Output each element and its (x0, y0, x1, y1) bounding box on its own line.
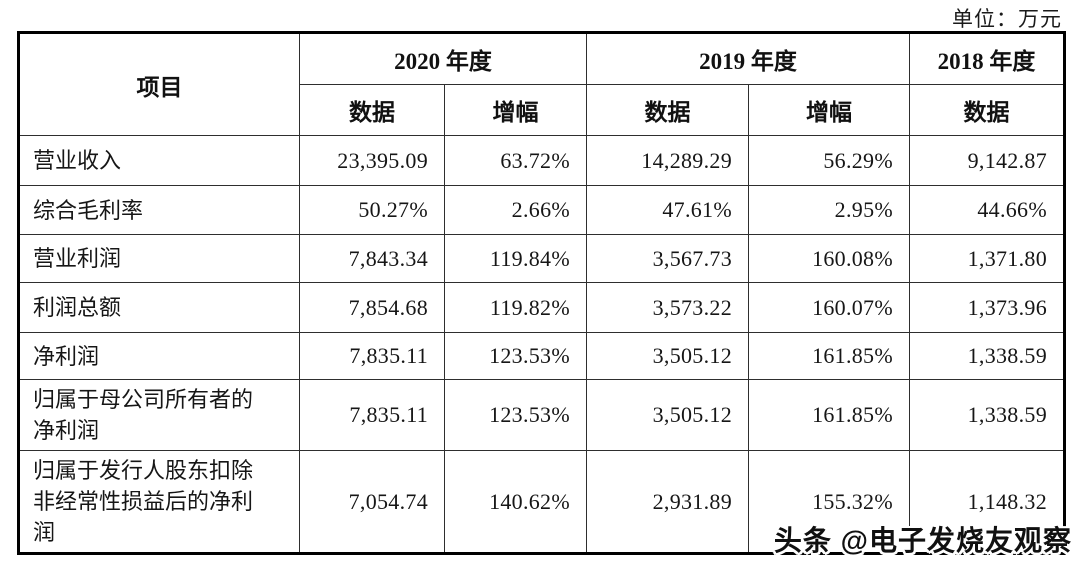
cell-2019-growth: 2.95% (748, 185, 910, 235)
cell-2020-data: 7,843.34 (299, 234, 445, 283)
col-subheader-2020-data: 数据 (299, 84, 445, 136)
cell-2020-growth: 119.84% (444, 234, 587, 283)
cell-2018-data: 1,148.32 (909, 450, 1065, 554)
cell-2020-data: 7,054.74 (299, 450, 445, 554)
cell-2020-growth: 140.62% (444, 450, 587, 554)
col-subheader-2019-growth: 增幅 (748, 84, 910, 136)
row-item-label: 营业利润 (18, 234, 300, 283)
cell-2020-growth: 123.53% (444, 332, 587, 380)
table-row: 综合毛利率 50.27% 2.66% 47.61% 2.95% 44.66% (18, 185, 1065, 235)
cell-2019-data: 14,289.29 (586, 135, 749, 186)
table-row: 营业收入 23,395.09 63.72% 14,289.29 56.29% 9… (18, 135, 1065, 186)
cell-2020-data: 7,835.11 (299, 379, 445, 451)
table-body: 营业收入 23,395.09 63.72% 14,289.29 56.29% 9… (18, 135, 1065, 554)
row-item-label: 归属于母公司所有者的净利润 (18, 379, 300, 451)
cell-2019-data: 3,567.73 (586, 234, 749, 283)
cell-2020-data: 23,395.09 (299, 135, 445, 186)
cell-2020-data: 7,854.68 (299, 282, 445, 333)
cell-2019-growth: 155.32% (748, 450, 910, 554)
cell-2019-data: 3,573.22 (586, 282, 749, 333)
cell-2019-data: 2,931.89 (586, 450, 749, 554)
table-row: 归属于发行人股东扣除非经常性损益后的净利润 7,054.74 140.62% 2… (18, 450, 1065, 554)
col-header-2018: 2018 年度 (909, 32, 1065, 85)
cell-2018-data: 1,338.59 (909, 379, 1065, 451)
table-row: 营业利润 7,843.34 119.84% 3,567.73 160.08% 1… (18, 234, 1065, 283)
cell-2020-data: 7,835.11 (299, 332, 445, 380)
cell-2020-growth: 2.66% (444, 185, 587, 235)
cell-2018-data: 1,338.59 (909, 332, 1065, 380)
table-row: 净利润 7,835.11 123.53% 3,505.12 161.85% 1,… (18, 332, 1065, 380)
cell-2019-data: 3,505.12 (586, 379, 749, 451)
watermark: 头条 @电子发烧友观察 (773, 525, 1072, 556)
cell-2019-growth: 161.85% (748, 332, 910, 380)
table-header: 项目 2020 年度 2019 年度 2018 年度 数据 增幅 数据 增幅 数… (18, 32, 1065, 136)
cell-2019-data: 3,505.12 (586, 332, 749, 380)
row-item-label: 归属于发行人股东扣除非经常性损益后的净利润 (18, 450, 300, 554)
row-item-label: 营业收入 (18, 135, 300, 186)
col-subheader-2019-data: 数据 (586, 84, 749, 136)
cell-2020-growth: 119.82% (444, 282, 587, 333)
table-row: 利润总额 7,854.68 119.82% 3,573.22 160.07% 1… (18, 282, 1065, 333)
col-subheader-2020-growth: 增幅 (444, 84, 587, 136)
cell-2019-growth: 160.08% (748, 234, 910, 283)
cell-2019-data: 47.61% (586, 185, 749, 235)
cell-2018-data: 1,371.80 (909, 234, 1065, 283)
row-item-label: 净利润 (18, 332, 300, 380)
cell-2018-data: 44.66% (909, 185, 1065, 235)
unit-label: 单位：万元 (952, 7, 1062, 31)
table-row: 归属于母公司所有者的净利润 7,835.11 123.53% 3,505.12 … (18, 379, 1065, 451)
col-subheader-2018-data: 数据 (909, 84, 1065, 136)
cell-2019-growth: 161.85% (748, 379, 910, 451)
cell-2020-growth: 123.53% (444, 379, 587, 451)
col-header-2020: 2020 年度 (299, 32, 587, 85)
cell-2019-growth: 160.07% (748, 282, 910, 333)
cell-2018-data: 9,142.87 (909, 135, 1065, 186)
financial-table: 项目 2020 年度 2019 年度 2018 年度 数据 增幅 数据 增幅 数… (17, 31, 1066, 555)
row-item-label: 利润总额 (18, 282, 300, 333)
cell-2019-growth: 56.29% (748, 135, 910, 186)
cell-2020-growth: 63.72% (444, 135, 587, 186)
row-item-label: 综合毛利率 (18, 185, 300, 235)
cell-2020-data: 50.27% (299, 185, 445, 235)
col-header-2019: 2019 年度 (586, 32, 910, 85)
col-header-item: 项目 (18, 32, 300, 136)
header-year-row: 项目 2020 年度 2019 年度 2018 年度 (18, 32, 1065, 136)
cell-2018-data: 1,373.96 (909, 282, 1065, 333)
